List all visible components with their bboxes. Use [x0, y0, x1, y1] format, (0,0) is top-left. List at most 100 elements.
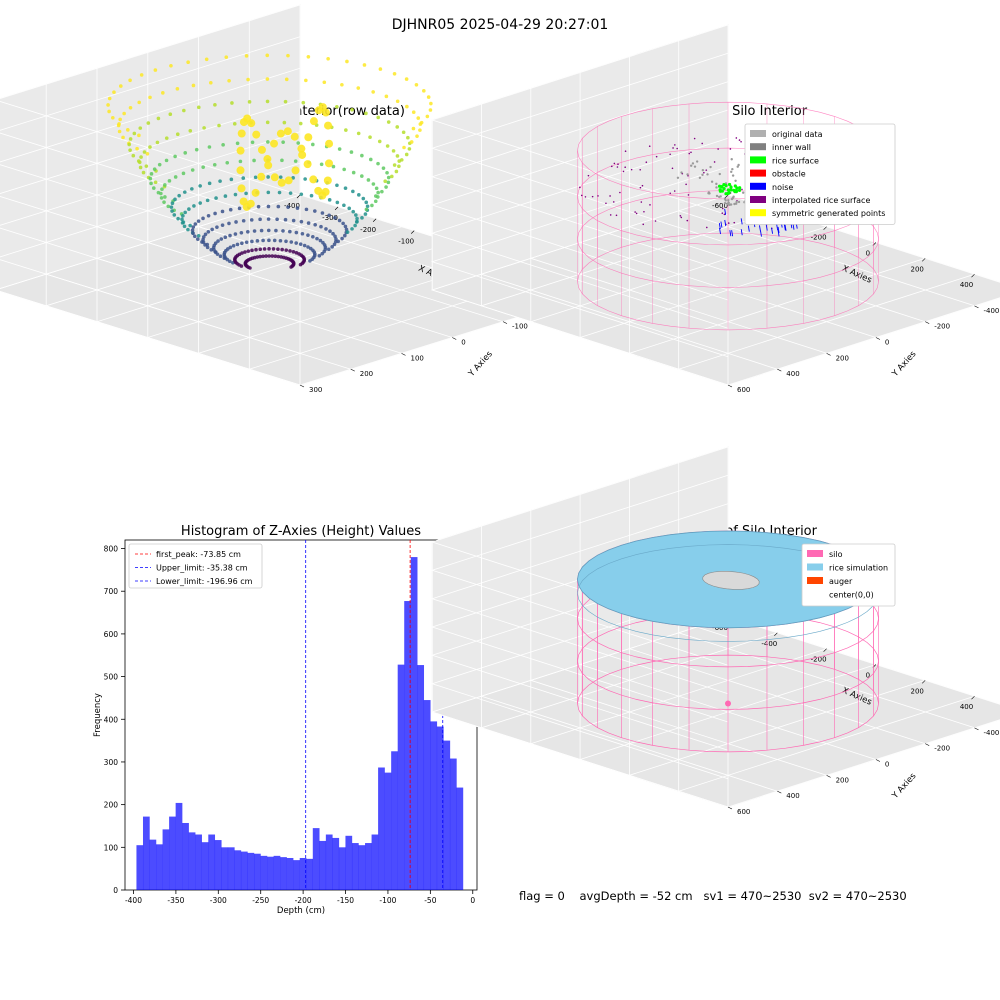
raw-point	[224, 194, 228, 198]
original-point	[680, 171, 682, 173]
raw-point	[187, 207, 191, 211]
surface-point	[733, 222, 735, 224]
raw-point	[368, 135, 372, 139]
raw-point	[106, 103, 110, 107]
raw-point	[281, 140, 285, 144]
surface-point	[643, 211, 645, 213]
raw-point	[229, 246, 233, 250]
raw-point	[188, 129, 192, 133]
original-point	[715, 186, 717, 188]
raw-point	[238, 207, 242, 211]
raw-point	[248, 100, 252, 104]
surface-point	[592, 196, 594, 198]
y-axis-label: Y Axies	[890, 771, 919, 802]
raw-point	[415, 83, 419, 87]
y-tick-mark	[925, 744, 929, 746]
surface-point	[672, 147, 674, 149]
raw-point	[182, 109, 186, 113]
raw-point	[306, 233, 310, 237]
y-tick-label: 300	[104, 758, 119, 767]
x-tick-label: -100	[379, 896, 396, 905]
legend-label: rice simulation	[829, 564, 888, 573]
raw-point	[217, 124, 221, 128]
y-tick-label: 0	[885, 761, 889, 769]
original-point	[726, 202, 728, 204]
surface-point	[722, 208, 724, 210]
raw-point	[277, 130, 285, 138]
raw-point	[158, 163, 162, 167]
original-point	[733, 203, 735, 205]
original-point	[719, 195, 721, 197]
legend-swatch	[750, 209, 766, 216]
raw-point	[304, 79, 308, 83]
histogram-bar	[378, 768, 385, 891]
raw-point	[208, 145, 212, 149]
surface-point	[616, 214, 618, 216]
surface-point	[721, 212, 723, 214]
raw-point	[161, 91, 165, 95]
raw-point	[267, 239, 271, 243]
raw-point	[338, 219, 342, 223]
raw-point	[197, 219, 201, 223]
raw-point	[142, 171, 146, 175]
surface-point	[642, 224, 644, 226]
raw-point	[351, 190, 355, 194]
raw-point	[371, 90, 375, 94]
surface-point	[705, 169, 707, 171]
surface-point	[674, 190, 676, 192]
raw-point	[168, 179, 172, 183]
surface-point	[624, 166, 626, 168]
x-tick-label: 200	[911, 265, 924, 273]
surface-point	[617, 163, 619, 165]
raw-point	[285, 176, 293, 184]
histogram-bar	[208, 835, 215, 890]
histogram-bar	[189, 832, 196, 890]
raw-point	[118, 130, 122, 134]
raw-point	[129, 137, 133, 141]
raw-point	[336, 201, 340, 205]
surface-point	[636, 213, 638, 215]
x-tick-label: -300	[210, 896, 227, 905]
raw-point	[174, 175, 178, 179]
raw-point	[119, 84, 123, 88]
raw-point	[360, 216, 364, 220]
raw-point	[402, 130, 406, 134]
surface-point	[694, 138, 696, 140]
raw-point	[254, 248, 258, 252]
histogram-bar	[215, 840, 222, 890]
histogram-bar	[287, 858, 294, 890]
histogram-bar	[326, 835, 333, 890]
surface-point	[674, 144, 676, 146]
raw-point	[342, 203, 346, 207]
sv1-text: sv1 = 470~2530	[704, 889, 802, 903]
y-tick-label: 800	[104, 545, 119, 554]
surface-point	[655, 220, 657, 222]
raw-point	[392, 149, 396, 153]
raw-point	[135, 147, 139, 151]
surface-point	[581, 195, 583, 197]
raw-point	[313, 223, 317, 227]
raw-point	[163, 195, 167, 199]
raw-point	[330, 245, 334, 249]
histogram-bar	[221, 847, 228, 890]
y-axis-label: Y Axies	[890, 349, 919, 380]
y-tick-label: 200	[836, 776, 849, 784]
original-point	[706, 173, 708, 175]
raw-point	[206, 199, 210, 203]
y-tick-mark	[777, 791, 781, 793]
raw-point	[171, 201, 175, 205]
original-point	[699, 177, 701, 179]
raw-point	[385, 95, 389, 99]
raw-point	[406, 136, 410, 140]
raw-point	[350, 150, 354, 154]
y-tick-mark	[728, 807, 732, 809]
raw-point	[173, 155, 177, 159]
raw-point	[160, 187, 164, 191]
raw-point	[357, 193, 361, 197]
histogram-bar	[411, 557, 418, 890]
raw-point	[382, 166, 386, 170]
raw-point	[355, 220, 359, 224]
raw-point	[311, 143, 315, 147]
raw-point	[271, 173, 279, 181]
